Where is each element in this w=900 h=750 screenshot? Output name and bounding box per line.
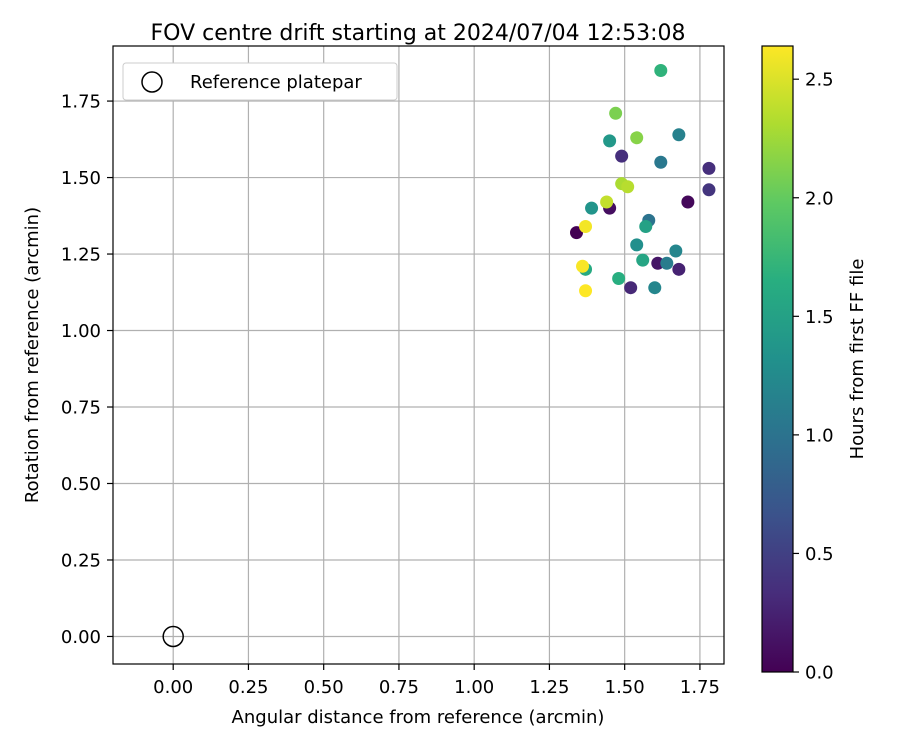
x-axis-ticks: 0.00 0.25 0.50 0.75 1.00 1.25 1.50 1.75 xyxy=(153,664,720,698)
data-point xyxy=(651,256,665,270)
y-tick-label: 1.00 xyxy=(61,321,101,342)
data-point xyxy=(630,131,644,145)
legend-entry-reference-platepar: Reference platepar xyxy=(190,72,362,93)
data-point xyxy=(636,253,650,267)
reference-platepar-marker xyxy=(162,625,184,648)
x-tick-label: 0.75 xyxy=(379,677,419,698)
x-tick-label: 0.25 xyxy=(228,677,268,698)
y-tick-label: 1.50 xyxy=(61,168,101,189)
data-point xyxy=(702,161,716,175)
data-point xyxy=(579,284,593,298)
legend-reference-marker xyxy=(141,71,163,93)
data-point xyxy=(600,195,614,209)
colorbar-label: Hours from first FF file xyxy=(847,259,868,460)
y-tick-label: 0.25 xyxy=(61,550,101,571)
colorbar-tick-label: 1.5 xyxy=(805,307,834,328)
legend-box xyxy=(122,62,398,101)
x-tick-label: 1.50 xyxy=(605,677,645,698)
data-point xyxy=(681,195,695,209)
data-point xyxy=(702,183,716,197)
data-point xyxy=(576,259,590,273)
chart-title: FOV centre drift starting at 2024/07/04 … xyxy=(151,21,686,46)
x-axis-label: Angular distance from reference (arcmin) xyxy=(232,707,605,728)
x-tick-label: 0.50 xyxy=(304,677,344,698)
data-point xyxy=(654,155,668,169)
data-point xyxy=(630,238,644,252)
colorbar-tick-label: 2.0 xyxy=(805,188,834,209)
y-tick-label: 0.00 xyxy=(61,627,101,648)
y-tick-label: 0.50 xyxy=(61,474,101,495)
colorbar-tick-label: 0.5 xyxy=(805,544,834,565)
data-point xyxy=(579,220,593,234)
data-point xyxy=(660,256,674,270)
data-point xyxy=(609,106,623,120)
data-point xyxy=(672,262,686,276)
data-point xyxy=(621,180,635,194)
plot-frame xyxy=(112,45,725,665)
legend: Reference platepar xyxy=(122,62,398,101)
colorbar-tick-label: 2.5 xyxy=(805,70,834,91)
data-point xyxy=(603,134,617,148)
data-point xyxy=(672,128,686,142)
y-tick-label: 1.75 xyxy=(61,92,101,113)
colorbar-tick-label: 0.0 xyxy=(805,663,834,684)
data-point xyxy=(669,244,683,258)
y-tick-label: 0.75 xyxy=(61,398,101,419)
data-point xyxy=(648,281,662,295)
data-point xyxy=(639,220,653,234)
y-axis-label: Rotation from reference (arcmin) xyxy=(22,207,43,503)
x-tick-label: 1.75 xyxy=(680,677,720,698)
colorbar xyxy=(761,45,794,673)
grid-lines xyxy=(113,46,724,664)
data-point xyxy=(612,272,626,286)
y-tick-label: 1.25 xyxy=(61,245,101,266)
data-point xyxy=(585,201,599,215)
colorbar-ticks: 0.0 0.5 1.0 1.5 2.0 2.5 xyxy=(793,70,834,684)
x-tick-label: 0.00 xyxy=(153,677,193,698)
data-point xyxy=(615,149,629,163)
x-tick-label: 1.00 xyxy=(454,677,494,698)
data-point xyxy=(654,63,668,77)
colorbar-tick-label: 1.0 xyxy=(805,425,834,446)
scatter-points xyxy=(570,63,716,298)
x-tick-label: 1.25 xyxy=(529,677,569,698)
data-point xyxy=(624,281,638,295)
y-axis-ticks: 0.00 0.25 0.50 0.75 1.00 1.25 1.50 1.75 xyxy=(61,92,113,648)
